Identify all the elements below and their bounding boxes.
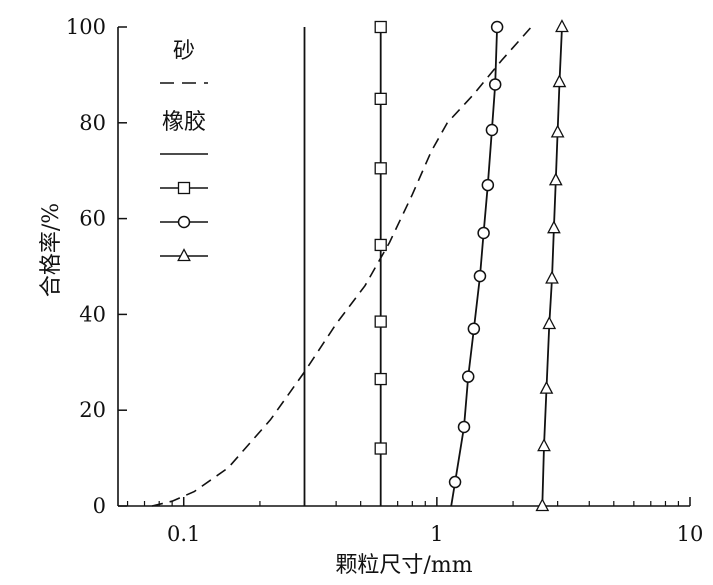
data-point [548, 172, 563, 186]
series-3 [448, 20, 504, 507]
y-tick-label: 100 [66, 15, 106, 39]
plot-area [151, 19, 569, 512]
y-tick-label: 40 [79, 302, 106, 326]
data-point [374, 92, 387, 105]
legend-entry [160, 215, 208, 229]
data-point [542, 316, 557, 330]
data-point [374, 20, 387, 34]
data-point [488, 78, 502, 91]
data-point [374, 442, 387, 455]
y-tick-label: 80 [79, 111, 106, 135]
x-tick-label: 0.1 [167, 522, 200, 546]
data-point [374, 372, 387, 386]
data-point [547, 220, 561, 234]
y-tick-label: 0 [93, 494, 106, 518]
data-point [457, 420, 471, 434]
data-point [537, 438, 551, 452]
series-line [151, 26, 532, 507]
data-point [481, 178, 495, 192]
data-point [539, 380, 554, 394]
series-line [541, 26, 563, 507]
legend-group-title: 橡胶 [162, 110, 206, 135]
data-point [374, 238, 387, 252]
series-4 [535, 19, 569, 512]
legend-entry [160, 181, 208, 195]
data-point [467, 322, 481, 336]
legend: 砂橡胶 [160, 39, 208, 262]
x-tick-label: 10 [677, 522, 704, 546]
legend-entry [160, 248, 208, 262]
data-point [461, 370, 475, 383]
legend-marker [177, 181, 191, 195]
y-axis-title: 合格率/% [39, 203, 64, 297]
data-point [473, 269, 487, 283]
data-point [374, 162, 387, 175]
x-tick-label: 1 [430, 522, 443, 546]
y-tick-label: 60 [79, 207, 106, 231]
data-point [374, 315, 387, 328]
series-line [450, 26, 498, 507]
data-point [490, 20, 504, 34]
x-axis-title: 颗粒尺寸/mm [335, 553, 472, 578]
y-tick-label: 20 [79, 398, 106, 422]
legend-group-title: 砂 [173, 39, 195, 64]
data-point [545, 270, 559, 284]
legend-marker [177, 248, 191, 262]
data-point [552, 74, 567, 88]
data-point [448, 475, 462, 489]
legend-marker [177, 215, 191, 229]
data-point [555, 19, 569, 33]
data-point [535, 498, 550, 512]
series-0 [151, 26, 532, 507]
data-point [550, 124, 565, 138]
series-2 [374, 20, 387, 506]
data-point [485, 123, 499, 137]
data-point [477, 226, 490, 240]
axes: 0 20 40 60 80 100 0.1 1 10 [66, 15, 703, 546]
